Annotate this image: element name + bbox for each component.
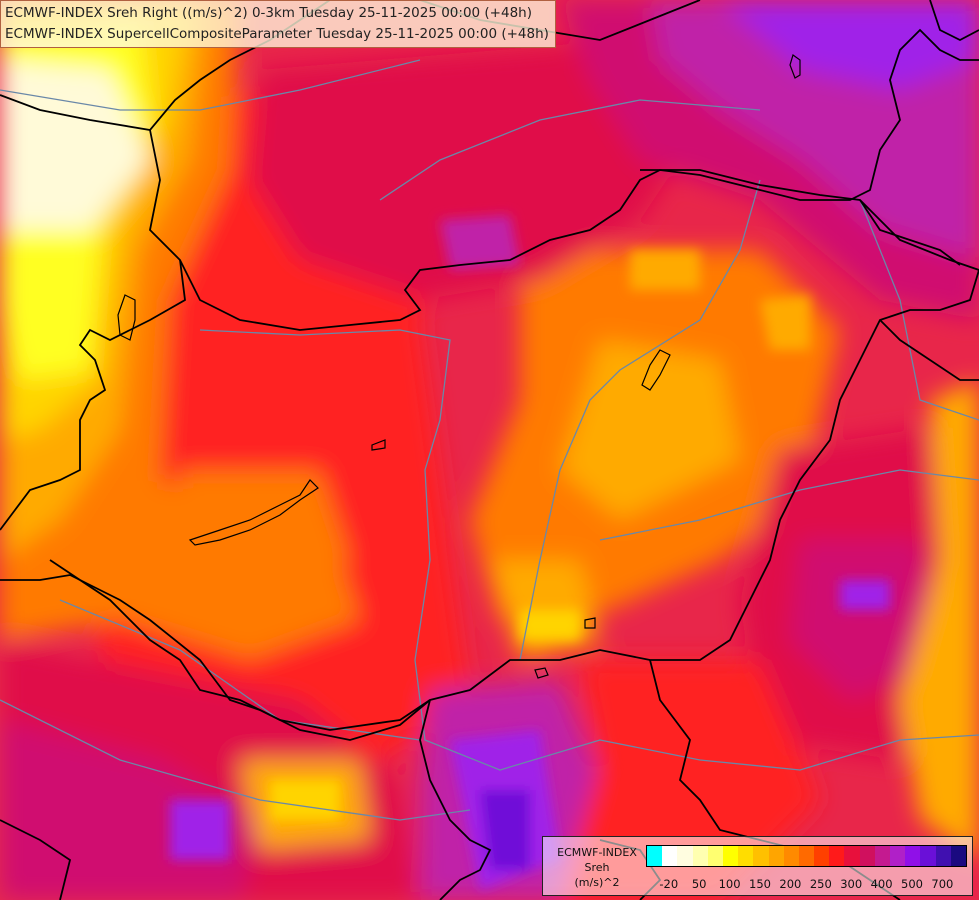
rivers (0, 59, 979, 821)
border-romania-east (879, 319, 979, 381)
legend-swatch (814, 846, 830, 866)
legend-tick-label: -20 (659, 877, 679, 891)
legend-swatch (905, 846, 921, 866)
legend-tick-label: 150 (749, 877, 771, 891)
river-drava (59, 599, 421, 741)
field-pale-northwest (0, 60, 150, 230)
lakes (117, 54, 801, 679)
border-serbia-west (419, 699, 492, 900)
field-purple-north-spot (440, 215, 520, 270)
legend-title-line2: Sreh (584, 861, 610, 874)
legend-swatch (798, 846, 815, 866)
legend-swatch (692, 846, 708, 866)
field-violet-east-spot (840, 580, 890, 610)
river-north (379, 99, 761, 201)
legend-swatch (753, 846, 769, 866)
legend-color-scale (646, 845, 967, 867)
legend-tick-label: 700 (931, 877, 954, 891)
field-amber-central-spot (630, 250, 700, 290)
river-danube (199, 329, 979, 771)
river-east (859, 199, 979, 421)
field-purple-southwest-spot (170, 800, 230, 860)
legend-title-line1: ECMWF-INDEX (557, 846, 637, 859)
lake-velence (371, 439, 386, 451)
field-deep-violet-south (480, 790, 530, 870)
legend-swatch (677, 846, 693, 866)
lake-tisza (641, 349, 671, 391)
legend-tick-label: 300 (840, 877, 863, 891)
field-yellow-south-spot (520, 610, 580, 640)
legend-swatch (662, 846, 678, 866)
map-title-line2: ECMWF-INDEX SupercellCompositeParameter … (5, 26, 549, 42)
field-gold-southwest-spot (270, 780, 340, 820)
lake-northeast (789, 54, 801, 79)
river-sava (0, 699, 471, 821)
lake-neusiedl (117, 294, 136, 341)
field-orange-lake (180, 470, 350, 600)
field-amber-east-spot (760, 295, 810, 350)
border-hungary-east (49, 169, 979, 731)
legend-tick-label: 400 (870, 877, 893, 891)
legend-tick-label: 50 (691, 877, 707, 891)
legend-swatch (844, 846, 860, 866)
river-mures (599, 469, 979, 541)
border-south-slovenia (0, 574, 431, 741)
legend-swatch (829, 846, 845, 866)
lake-balaton (188, 479, 319, 546)
map-title-box: ECMWF-INDEX Sreh Right ((m/s)^2) 0-3km T… (0, 0, 556, 48)
border-romania-ukraine (859, 199, 961, 266)
legend-swatch (738, 846, 754, 866)
legend-swatch (707, 846, 723, 866)
legend-tick-label: 200 (779, 877, 802, 891)
color-legend: ECMWF-INDEX Sreh (m/s)^2 -20 50 100 150 200 2… (542, 836, 973, 896)
legend-tick-label: 100 (718, 877, 741, 891)
legend-swatch (920, 846, 936, 866)
lake-serbia (534, 667, 549, 679)
legend-swatch (874, 846, 890, 866)
field-crimson-north (250, 40, 700, 300)
legend-swatch (935, 846, 951, 866)
field-magenta-east (790, 540, 940, 700)
legend-swatch (890, 846, 906, 866)
border-northeast-loop (929, 0, 979, 42)
field-violet-northeast (720, 0, 979, 90)
legend-swatch (768, 846, 784, 866)
legend-title: ECMWF-INDEX Sreh (m/s)^2 (549, 845, 645, 890)
legend-swatch (859, 846, 875, 866)
border-austria-hungary (0, 259, 186, 531)
field-amber-east-edge (900, 380, 979, 860)
legend-swatch (783, 846, 799, 866)
border-czech-slovakia (149, 28, 979, 331)
map-title-line1: ECMWF-INDEX Sreh Right ((m/s)^2) 0-3km T… (5, 5, 532, 21)
legend-tick-label: 250 (809, 877, 832, 891)
river-tisza (519, 179, 761, 661)
lake-south (584, 617, 596, 629)
legend-tick-label: 500 (901, 877, 923, 891)
border-croatia-bosnia (0, 819, 72, 900)
legend-swatch (647, 846, 663, 866)
legend-swatch (950, 846, 966, 866)
river-west (0, 59, 421, 111)
legend-title-line3: (m/s)^2 (574, 876, 620, 889)
legend-swatch (722, 846, 739, 866)
